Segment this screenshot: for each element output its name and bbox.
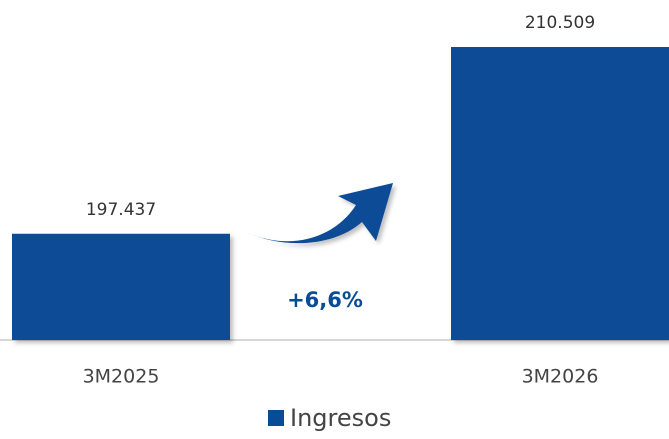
x-tick-label: 3M2026: [522, 366, 599, 388]
bar: [451, 47, 669, 341]
value-label: 210.509: [525, 13, 595, 33]
bar: [12, 233, 230, 340]
legend-swatch: [268, 410, 284, 426]
value-label: 197.437: [86, 200, 156, 220]
growth-annotation: +6,6%: [287, 288, 363, 312]
growth-arrow: [246, 183, 393, 244]
legend-label: Ingresos: [290, 404, 391, 432]
x-tick-label: 3M2025: [83, 366, 160, 388]
